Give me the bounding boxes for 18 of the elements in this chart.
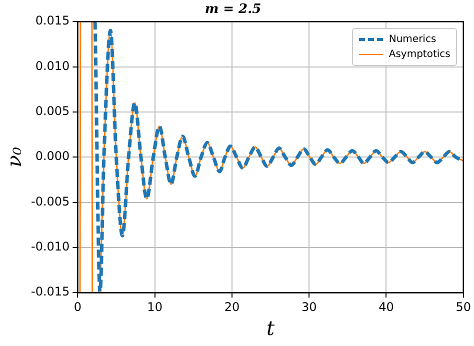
y-tick-label: -0.005 [30,194,70,208]
legend-label: Asymptotics [388,48,450,60]
x-tick-label: 40 [378,300,394,314]
chart-title: m = 2.5 [204,2,262,18]
y-tick-label: -0.015 [30,284,70,299]
x-tick-label: 10 [147,300,162,314]
y-axis-title: ν₀ [2,147,26,168]
x-tick-label: 20 [224,300,240,314]
y-tick-label: -0.010 [30,240,70,254]
y-tick-label: 0.005 [35,104,70,118]
y-tick-label: 0.000 [35,149,70,164]
y-tick-label: 0.015 [35,14,70,28]
legend-label: Numerics [388,34,436,45]
x-axis-title: t [266,316,276,340]
x-tick-label: 50 [456,300,472,314]
y-tick-label: 0.010 [35,58,70,73]
x-tick-label: 30 [301,300,317,314]
x-tick-label: 0 [74,300,82,314]
